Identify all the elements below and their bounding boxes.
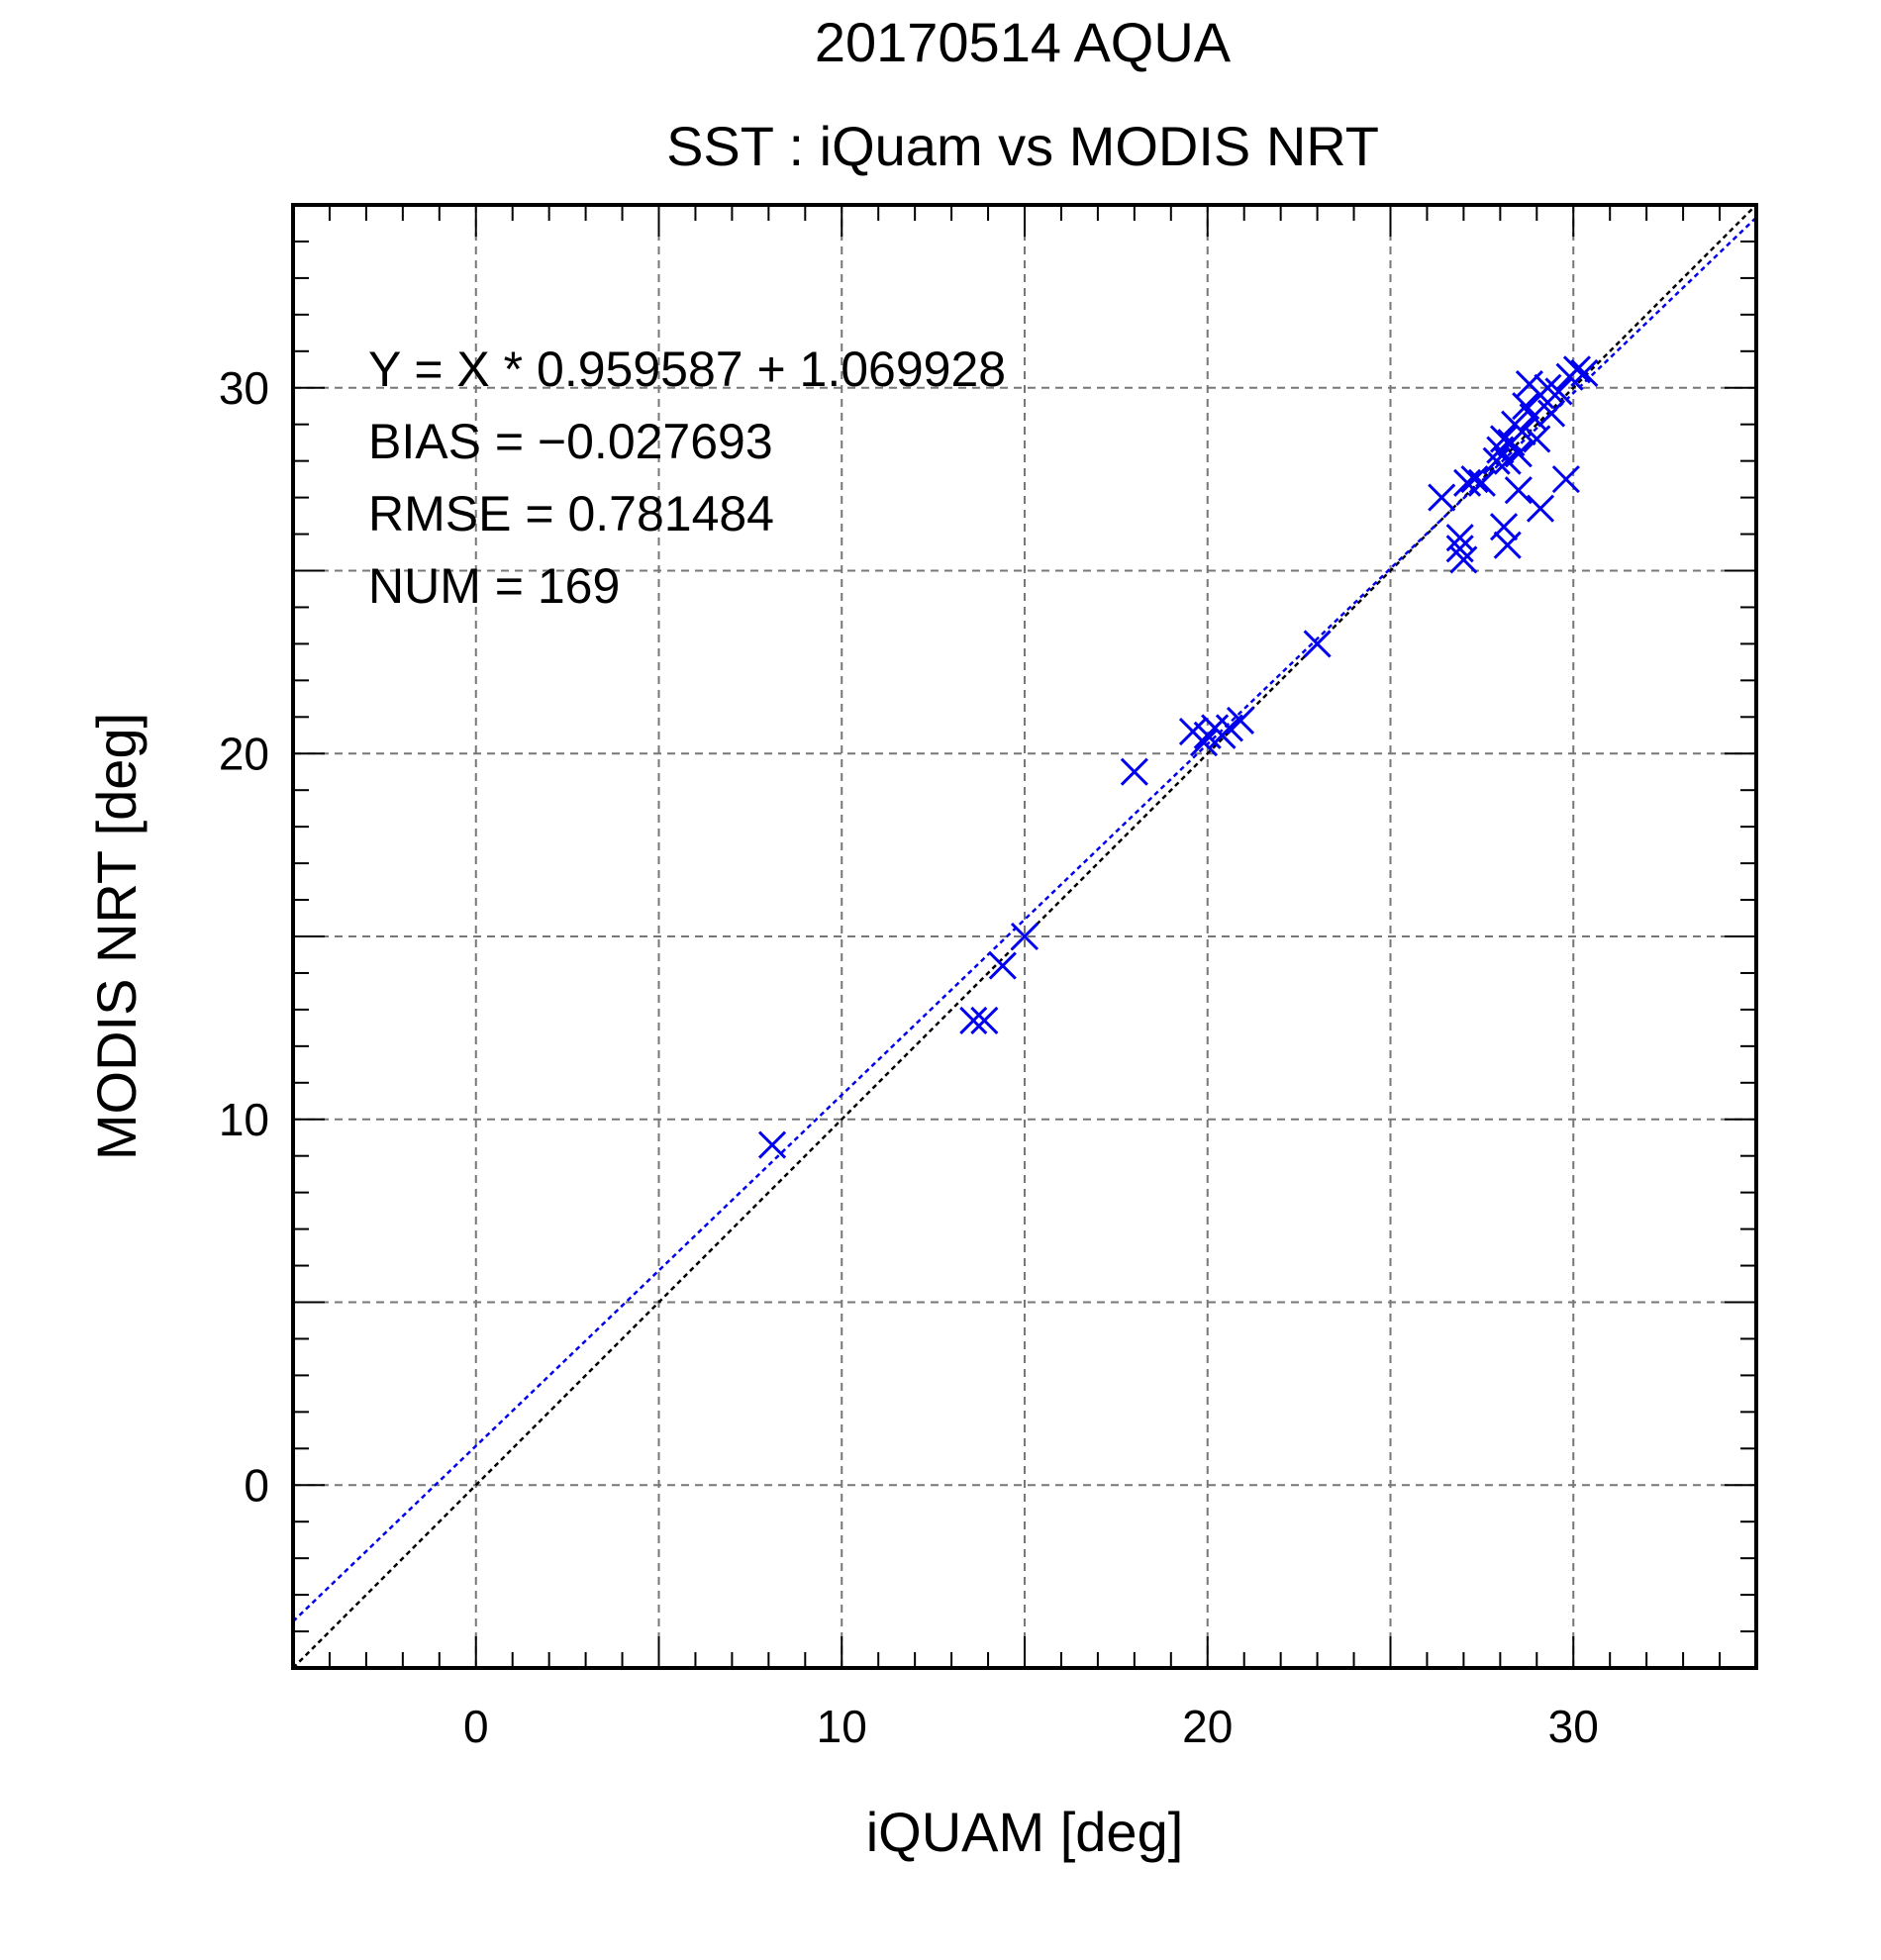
x-tick-label: 30 (1548, 1701, 1599, 1752)
data-point (1544, 377, 1573, 406)
stats-annotation: Y = X * 0.959587 + 1.069928 BIAS = −0.02… (368, 342, 1006, 614)
data-point (1562, 355, 1592, 384)
x-tick-label: 20 (1182, 1701, 1233, 1752)
x-axis-label: iQUAM [deg] (866, 1801, 1184, 1863)
y-tick-label: 0 (244, 1459, 269, 1511)
data-point (1449, 545, 1478, 574)
chart-title: 20170514 AQUA (815, 11, 1232, 73)
data-point (1010, 922, 1040, 951)
rmse-stat: RMSE = 0.781484 (368, 486, 774, 541)
y-tick-label: 10 (219, 1094, 269, 1145)
num-stat: NUM = 169 (368, 558, 620, 614)
data-point (1493, 531, 1522, 559)
data-point (1489, 513, 1519, 541)
data-point (1526, 494, 1555, 523)
data-point (1467, 468, 1496, 497)
tick-labels: 0 10 20 30 0 10 20 30 (219, 362, 1599, 1752)
tick-marks (292, 204, 1757, 1669)
x-tick-label: 0 (463, 1701, 489, 1752)
data-point (959, 1006, 988, 1035)
data-point (1226, 706, 1255, 735)
data-point (988, 951, 1017, 980)
data-point (1120, 757, 1148, 786)
data-points (757, 355, 1599, 1159)
bias-stat: BIAS = −0.027693 (368, 414, 773, 469)
data-point (1508, 418, 1536, 446)
y-tick-label: 30 (219, 362, 269, 414)
data-point (1534, 373, 1562, 402)
regression-equation: Y = X * 0.959587 + 1.069928 (368, 342, 1006, 397)
data-point (1460, 465, 1489, 494)
data-point (1445, 535, 1474, 563)
data-point (1523, 425, 1551, 453)
x-tick-label: 10 (817, 1701, 867, 1752)
data-point (1551, 465, 1580, 494)
y-axis-label: MODIS NRT [deg] (85, 713, 148, 1160)
data-point (970, 1006, 999, 1035)
data-point (1482, 446, 1511, 475)
y-tick-label: 20 (219, 728, 269, 779)
chart-subtitle: SST : iQuam vs MODIS NRT (666, 115, 1379, 177)
data-point (1570, 358, 1599, 388)
data-point (1453, 468, 1482, 497)
data-point (757, 1130, 787, 1159)
data-point (1428, 483, 1456, 512)
data-point (1189, 729, 1219, 757)
data-point (1504, 476, 1533, 505)
data-point (1303, 630, 1332, 658)
data-point (1537, 399, 1566, 428)
